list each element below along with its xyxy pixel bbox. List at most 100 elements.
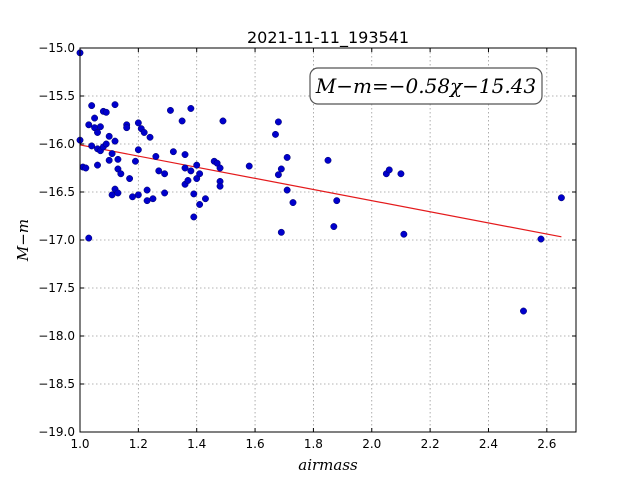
data-point	[202, 195, 209, 203]
ticks: 1.0 1.2 1.4 1.6 1.8 2.0 2.2 2.4 2.6 −15.0 −15.5 −16…	[38, 41, 576, 451]
data-point	[102, 140, 110, 148]
x-tick-label: 1.2	[129, 437, 148, 451]
data-point	[216, 182, 224, 190]
data-point	[111, 101, 119, 109]
data-point	[149, 195, 157, 203]
data-point	[82, 164, 90, 172]
y-tick-label: −18.5	[38, 377, 75, 391]
y-tick-label: −16.0	[38, 137, 75, 151]
data-point	[190, 190, 198, 198]
data-point	[400, 230, 408, 238]
data-point	[274, 171, 282, 179]
points-layer	[76, 49, 565, 315]
data-point	[134, 191, 142, 199]
annotation-text: M−m=−0.58χ−15.43	[315, 74, 536, 98]
x-tick-label: 1.8	[304, 437, 323, 451]
data-point	[219, 117, 227, 125]
data-point	[108, 191, 116, 199]
data-point	[152, 153, 160, 160]
x-tick-label: 1.4	[187, 437, 206, 451]
data-point	[274, 118, 282, 126]
data-point	[333, 197, 341, 205]
data-point	[126, 175, 134, 183]
data-point	[131, 157, 139, 165]
data-point	[277, 165, 285, 173]
y-tick-label: −17.5	[38, 281, 75, 295]
data-point	[140, 129, 148, 136]
data-point	[102, 108, 110, 116]
y-tick-label: −15.0	[38, 41, 75, 55]
y-tick-label: −17.0	[38, 233, 75, 247]
data-point	[91, 114, 99, 122]
data-point	[184, 177, 192, 184]
x-tick-label: 1.6	[246, 437, 265, 451]
chart-title: 2021-11-11_193541	[247, 28, 409, 48]
data-point	[161, 170, 169, 178]
data-point	[277, 228, 285, 236]
data-point	[196, 201, 204, 208]
annotation-box	[309, 67, 543, 105]
data-point	[216, 164, 224, 172]
data-point	[324, 156, 332, 164]
x-tick-label: 2.6	[537, 437, 556, 451]
grid	[79, 47, 576, 433]
data-point	[289, 199, 297, 207]
x-axis-label: airmass	[298, 456, 358, 474]
data-point	[134, 146, 142, 154]
y-tick-label: −18.0	[38, 329, 75, 343]
data-point	[178, 117, 186, 125]
data-point	[196, 170, 204, 178]
data-point	[161, 189, 169, 197]
fit-line	[79, 144, 562, 238]
data-point	[193, 161, 201, 169]
data-point	[187, 167, 195, 175]
data-point	[385, 166, 393, 174]
fit-line-layer	[79, 144, 562, 238]
data-point	[108, 150, 116, 158]
data-point	[155, 167, 163, 175]
data-point	[166, 106, 174, 114]
y-tick-label: −15.5	[38, 89, 75, 103]
data-point	[397, 170, 405, 178]
x-tick-label: 1.0	[70, 437, 89, 451]
x-tick-label: 2.4	[479, 437, 498, 451]
data-point	[330, 223, 338, 231]
x-tick-label: 2.2	[421, 437, 440, 451]
data-point	[245, 162, 253, 170]
data-point	[169, 148, 177, 156]
data-point	[143, 186, 151, 194]
x-tick-label: 2.0	[362, 437, 381, 451]
data-point	[88, 102, 96, 110]
data-point	[134, 119, 142, 127]
data-point	[537, 235, 545, 243]
data-point	[94, 161, 101, 169]
data-point	[114, 189, 122, 197]
data-point	[520, 307, 527, 315]
data-point	[105, 156, 113, 164]
data-point	[190, 213, 198, 221]
data-point	[114, 155, 122, 163]
data-point	[123, 124, 131, 132]
data-point	[146, 133, 154, 141]
y-axis-label: M−m	[14, 219, 32, 262]
data-point	[129, 193, 136, 201]
data-point	[272, 130, 279, 138]
data-point	[96, 123, 104, 131]
data-point	[283, 186, 291, 194]
data-point	[85, 234, 93, 242]
data-point	[111, 137, 119, 145]
data-point	[85, 121, 93, 129]
data-point	[181, 164, 189, 172]
data-point	[88, 142, 96, 150]
data-point	[283, 153, 291, 161]
y-tick-label: −16.5	[38, 185, 75, 199]
data-point	[117, 170, 125, 178]
fit-annotation: M−m=−0.58χ−15.43	[309, 67, 543, 105]
data-point	[181, 151, 189, 159]
y-tick-label: −19.0	[38, 425, 75, 439]
data-point	[94, 129, 101, 136]
data-point	[187, 105, 195, 112]
data-point	[105, 132, 113, 140]
